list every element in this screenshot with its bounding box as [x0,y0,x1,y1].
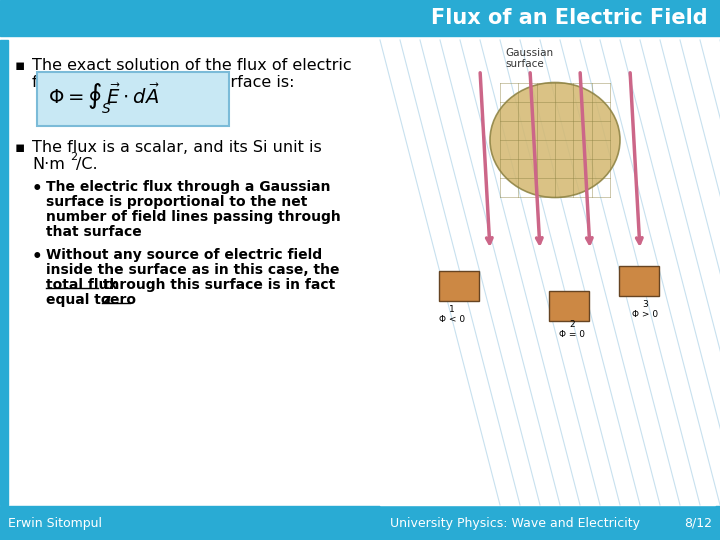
Text: 1
Φ < 0: 1 Φ < 0 [439,305,465,325]
Text: Erwin Sitompul: Erwin Sitompul [8,516,102,530]
Text: 2: 2 [70,152,77,162]
Text: field through a closed surface is:: field through a closed surface is: [32,75,294,90]
Text: 8/12: 8/12 [684,516,712,530]
Text: total flux: total flux [46,278,117,292]
Text: equal to: equal to [46,293,115,307]
Text: Flux of an Electric Field: Flux of an Electric Field [431,8,708,28]
Bar [0,40,8,505]
Ellipse shape [490,83,620,198]
FancyBboxPatch shape [549,291,589,321]
Text: ▪: ▪ [15,140,25,155]
Text: $\Phi = \oint_S \!\vec{E} \cdot d\vec{A}$: $\Phi = \oint_S \!\vec{E} \cdot d\vec{A}… [48,82,161,116]
Text: Without any source of electric field: Without any source of electric field [46,248,322,262]
Text: /C.: /C. [76,157,98,172]
Text: The exact solution of the flux of electric: The exact solution of the flux of electr… [32,58,351,73]
Text: The electric flux through a Gaussian: The electric flux through a Gaussian [46,180,330,194]
Text: 2
Φ = 0: 2 Φ = 0 [559,320,585,340]
Text: zero: zero [102,293,136,307]
Bar [380,40,715,505]
Text: University Physics: Wave and Electricity: University Physics: Wave and Electricity [390,516,640,530]
Text: 3
Φ > 0: 3 Φ > 0 [632,300,658,319]
Text: surface: surface [505,59,544,69]
Text: inside the surface as in this case, the: inside the surface as in this case, the [46,263,340,277]
FancyBboxPatch shape [37,72,229,126]
Text: that surface: that surface [46,225,142,239]
FancyBboxPatch shape [619,266,659,296]
Text: surface is proportional to the net: surface is proportional to the net [46,195,307,209]
Text: number of field lines passing through: number of field lines passing through [46,210,341,224]
Text: ▪: ▪ [15,58,25,73]
Bar [0,0,720,36]
Text: •: • [32,248,42,266]
Text: The flux is a scalar, and its Si unit is: The flux is a scalar, and its Si unit is [32,140,322,155]
Bar [0,506,720,540]
Text: •: • [32,180,42,198]
Text: Gaussian: Gaussian [505,48,553,58]
Text: N·m: N·m [32,157,65,172]
Text: through this surface is in fact: through this surface is in fact [98,278,336,292]
FancyBboxPatch shape [439,271,479,301]
